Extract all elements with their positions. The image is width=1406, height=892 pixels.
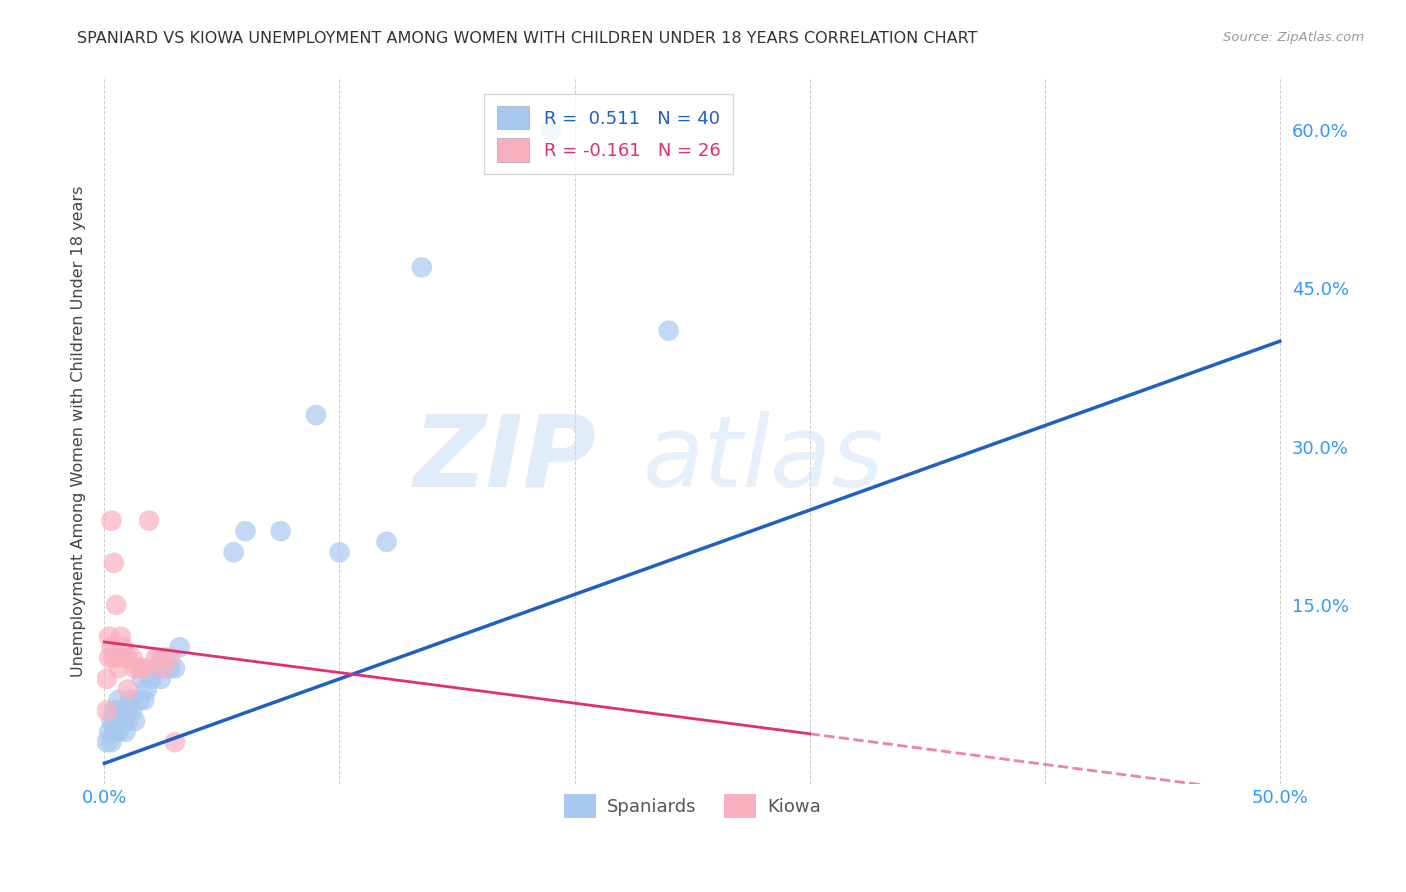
Point (540, 123, 562, 137)
Point (163, 661, 186, 675)
Point (117, 682, 139, 697)
Point (100, 514, 122, 528)
Point (117, 650, 139, 665)
Point (128, 693, 150, 707)
Point (138, 514, 160, 528)
Point (110, 704, 132, 718)
Text: Source: ZipAtlas.com: Source: ZipAtlas.com (1223, 31, 1364, 45)
Point (103, 724, 125, 739)
Point (411, 260, 433, 275)
Point (96, 672, 118, 686)
Point (121, 650, 143, 665)
Point (124, 661, 146, 675)
Point (117, 704, 139, 718)
Point (120, 693, 142, 707)
Text: atlas: atlas (643, 410, 884, 508)
Point (149, 672, 172, 686)
Point (121, 704, 143, 718)
Point (152, 661, 174, 675)
Point (112, 714, 135, 728)
Point (128, 661, 150, 675)
Point (159, 661, 181, 675)
Point (96, 704, 118, 718)
Point (658, 324, 681, 338)
Point (98, 630, 121, 644)
Point (107, 693, 129, 707)
Point (110, 630, 132, 644)
Point (98, 724, 121, 739)
Point (107, 724, 129, 739)
Y-axis label: Unemployment Among Women with Children Under 18 years: Unemployment Among Women with Children U… (72, 186, 86, 677)
Point (270, 524, 292, 538)
Point (117, 714, 139, 728)
Point (375, 534, 398, 549)
Point (169, 640, 191, 655)
Point (103, 704, 125, 718)
Point (134, 661, 156, 675)
Point (135, 682, 157, 697)
Point (155, 650, 177, 665)
Point (124, 714, 146, 728)
Text: ZIP: ZIP (413, 410, 598, 508)
Point (131, 672, 153, 686)
Point (222, 545, 245, 559)
Point (159, 650, 181, 665)
Point (145, 650, 167, 665)
Point (105, 714, 128, 728)
Point (305, 408, 328, 422)
Point (103, 556, 125, 570)
Point (105, 598, 128, 612)
Point (141, 672, 163, 686)
Point (105, 724, 128, 739)
Point (114, 650, 136, 665)
Point (114, 724, 136, 739)
Point (163, 735, 186, 749)
Text: SPANIARD VS KIOWA UNEMPLOYMENT AMONG WOMEN WITH CHILDREN UNDER 18 YEARS CORRELAT: SPANIARD VS KIOWA UNEMPLOYMENT AMONG WOM… (77, 31, 977, 46)
Point (100, 714, 122, 728)
Point (134, 693, 156, 707)
Point (96, 735, 118, 749)
Legend: Spaniards, Kiowa: Spaniards, Kiowa (557, 788, 828, 825)
Point (110, 714, 132, 728)
Point (145, 661, 167, 675)
Point (103, 650, 125, 665)
Point (107, 661, 129, 675)
Point (100, 735, 122, 749)
Point (105, 704, 128, 718)
Point (105, 650, 128, 665)
Point (100, 640, 122, 655)
Point (328, 545, 350, 559)
Point (235, 524, 257, 538)
Point (149, 650, 172, 665)
Point (112, 640, 135, 655)
Point (98, 650, 121, 665)
